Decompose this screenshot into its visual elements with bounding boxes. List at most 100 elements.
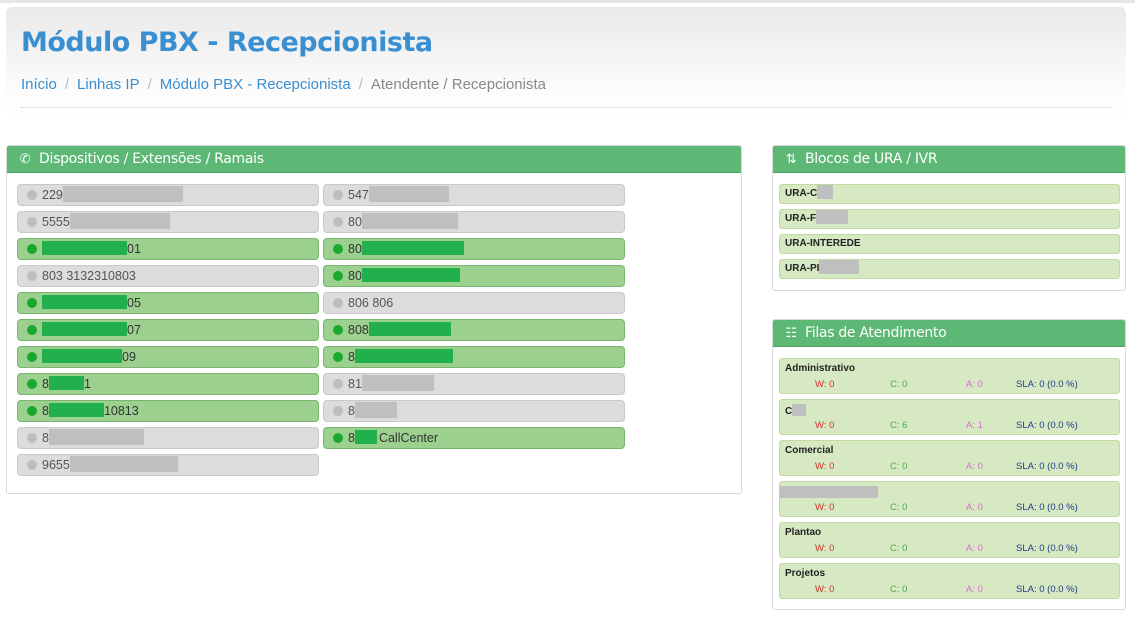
breadcrumb-separator: / <box>358 76 363 93</box>
ura-panel-header: ⇅ Blocos de URA / IVR <box>773 146 1125 173</box>
device-item[interactable]: 8 <box>323 346 625 368</box>
status-offline-icon <box>333 298 343 308</box>
breadcrumb-inicio[interactable]: Início <box>21 76 57 93</box>
status-online-icon <box>27 379 37 389</box>
queue-sla: SLA: 0 (0.0 %) <box>1016 543 1078 554</box>
devices-panel-header: ✆ Dispositivos / Extensões / Ramais <box>7 146 741 173</box>
device-label: 8 <box>348 350 355 364</box>
queue-item[interactable]: Administrativo W: 0 C: 0 A: 0 SLA: 0 (0.0 %) <box>779 358 1120 394</box>
redacted-block <box>361 213 458 229</box>
status-online-icon <box>333 433 343 443</box>
redacted-block <box>48 429 144 445</box>
queue-sla: SLA: 0 (0.0 %) <box>1016 379 1078 390</box>
device-label: 808 <box>348 323 369 337</box>
queue-item[interactable]: Comercial W: 0 C: 0 A: 0 SLA: 0 (0.0 %) <box>779 440 1120 476</box>
status-online-icon <box>333 271 343 281</box>
redacted-block <box>69 213 170 229</box>
queue-sla: SLA: 0 (0.0 %) <box>1016 584 1078 595</box>
redacted-block <box>42 241 127 255</box>
device-label-suffix: 05 <box>127 296 141 310</box>
queue-name <box>780 486 878 499</box>
status-online-icon <box>27 406 37 416</box>
status-offline-icon <box>27 190 37 200</box>
device-item[interactable]: 80 <box>323 238 625 260</box>
device-item[interactable]: 547 <box>323 184 625 206</box>
device-label: 806 806 <box>348 296 394 310</box>
queue-completed: C: 0 <box>890 543 908 554</box>
ura-item[interactable]: URA-PI <box>779 259 1120 279</box>
redacted-block <box>42 322 127 336</box>
device-item[interactable]: 8 <box>323 400 625 422</box>
device-label: 9655 <box>42 458 70 472</box>
queue-sla: SLA: 0 (0.0 %) <box>1016 461 1078 472</box>
queue-item[interactable]: W: 0 C: 0 A: 0 SLA: 0 (0.0 %) <box>779 481 1120 517</box>
breadcrumb-linhas-ip[interactable]: Linhas IP <box>77 76 140 93</box>
device-item[interactable]: 07 <box>17 319 319 341</box>
queue-item[interactable]: Projetos W: 0 C: 0 A: 0 SLA: 0 (0.0 %) <box>779 563 1120 599</box>
device-item[interactable]: 01 <box>17 238 319 260</box>
redacted-block <box>354 349 453 363</box>
device-item[interactable]: 808 <box>323 319 625 341</box>
device-item[interactable]: 80 <box>323 265 625 287</box>
phone-icon: ✆ <box>19 152 31 167</box>
queue-name: Projetos <box>785 568 826 579</box>
queue-completed: C: 0 <box>890 461 908 472</box>
device-label: 8 <box>348 404 355 418</box>
queue-item[interactable]: Plantao W: 0 C: 0 A: 0 SLA: 0 (0.0 %) <box>779 522 1120 558</box>
ura-panel: ⇅ Blocos de URA / IVR URA-C URA-F URA-INT… <box>772 145 1126 291</box>
device-item[interactable]: 5555 <box>17 211 319 233</box>
status-online-icon <box>27 244 37 254</box>
queue-item[interactable]: C W: 0 C: 6 A: 1 SLA: 0 (0.0 %) <box>779 399 1120 435</box>
ura-item[interactable]: URA-INTEREDE <box>779 234 1120 254</box>
ura-item[interactable]: URA-F <box>779 209 1120 229</box>
device-item[interactable]: 05 <box>17 292 319 314</box>
queue-sla: SLA: 0 (0.0 %) <box>1016 420 1078 431</box>
queue-abandoned: A: 0 <box>966 584 983 595</box>
device-item[interactable]: 229 <box>17 184 319 206</box>
queue-waiting: W: 0 <box>815 379 835 390</box>
device-label: 8 <box>42 377 49 391</box>
device-label: 229 <box>42 188 63 202</box>
breadcrumb-modulo-pbx[interactable]: Módulo PBX - Recepcionista <box>159 76 351 93</box>
redacted-block <box>354 430 377 444</box>
device-item[interactable]: 80 <box>323 211 625 233</box>
breadcrumb-separator: / <box>64 76 70 93</box>
device-label-suffix: 10813 <box>103 404 139 418</box>
ura-item[interactable]: URA-C <box>779 184 1120 204</box>
device-label: 80 <box>348 215 362 229</box>
device-item[interactable]: 09 <box>17 346 319 368</box>
status-online-icon <box>333 244 343 254</box>
queue-waiting: W: 0 <box>815 420 835 431</box>
devices-panel: ✆ Dispositivos / Extensões / Ramais 229 55… <box>6 145 742 494</box>
device-item[interactable]: 81 <box>323 373 625 395</box>
device-label: 80 <box>348 242 362 256</box>
device-item[interactable]: 8 CallCenter <box>323 427 625 449</box>
queue-name: C <box>785 404 807 417</box>
redacted-block <box>42 349 122 363</box>
device-item[interactable]: 8 10813 <box>17 400 319 422</box>
queue-abandoned: A: 0 <box>966 502 983 513</box>
queues-panel-title: Filas de Atendimento <box>805 325 947 341</box>
queue-abandoned: A: 0 <box>966 543 983 554</box>
page-header: Módulo PBX - Recepcionista Início / Linhas… <box>6 7 1126 119</box>
device-item[interactable]: 9655 <box>17 454 319 476</box>
device-item[interactable]: 806 806 <box>323 292 625 314</box>
queues-panel-header: ☷ Filas de Atendimento <box>773 320 1125 347</box>
breadcrumb-current: Atendente / Recepcionista <box>370 76 546 93</box>
sort-icon: ⇅ <box>785 152 797 167</box>
redacted-block <box>62 186 183 202</box>
device-label: 5555 <box>42 215 70 229</box>
device-item[interactable]: 803 3132310803 <box>17 265 319 287</box>
queue-waiting: W: 0 <box>815 584 835 595</box>
redacted-block <box>48 376 84 390</box>
device-item[interactable]: 8 <box>17 427 319 449</box>
device-label: 8 <box>42 404 49 418</box>
status-offline-icon <box>27 433 37 443</box>
queue-sla: SLA: 0 (0.0 %) <box>1016 502 1078 513</box>
device-label: 803 3132310803 <box>42 269 136 283</box>
queue-name: Comercial <box>785 445 834 456</box>
header-divider <box>21 107 1111 108</box>
status-offline-icon <box>27 217 37 227</box>
status-online-icon <box>27 352 37 362</box>
